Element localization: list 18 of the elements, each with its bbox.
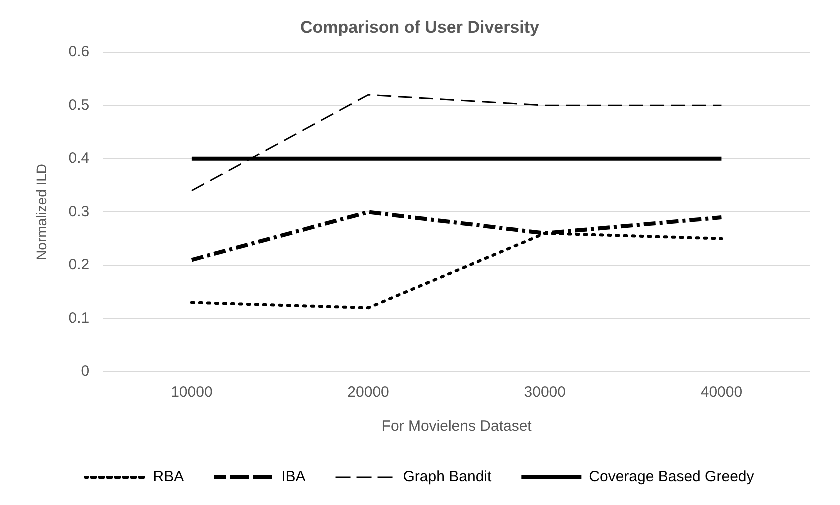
y-tick-label: 0.5 [68,96,90,114]
y-tick-label: 0.3 [68,203,90,220]
y-tick-label: 0.4 [68,150,90,168]
x-tick-label: 40000 [700,384,743,402]
chart-title: Comparison of User Diversity [300,18,540,37]
legend-label: IBA [282,468,306,486]
x-tick-label: 30000 [524,384,566,402]
legend-label: Coverage Based Greedy [589,468,755,486]
x-tick-label: 10000 [171,384,213,402]
y-axis-title: Normalized ILD [33,164,50,260]
y-tick-label: 0.2 [68,256,90,274]
x-axis-title: For Movielens Dataset [382,418,533,436]
y-tick-label: 0 [81,363,90,380]
x-tick-label: 20000 [348,384,390,402]
y-tick-label: 0.6 [68,44,90,61]
legend-label: RBA [153,468,184,486]
legend-label: Graph Bandit [403,468,492,486]
y-tick-label: 0.1 [68,310,90,327]
